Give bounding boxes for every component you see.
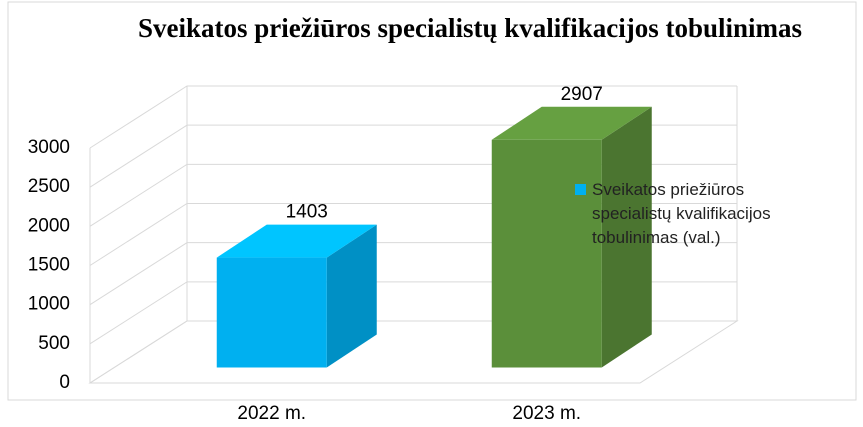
chart-frame [7,1,857,401]
legend-swatch [575,184,586,195]
bar [216,257,327,368]
bar-side [601,106,652,368]
data-label: 2907 [561,84,603,105]
x-tick-label: 2022 m. [237,403,306,424]
data-label: 1403 [286,202,328,223]
y-tick-label: 3000 [28,137,70,158]
y-tick-label: 2000 [28,215,70,236]
y-tick-label: 1500 [28,255,70,276]
grid-line [89,85,737,149]
bar [491,139,602,368]
y-tick-label: 0 [59,372,70,393]
y-tick-label: 2500 [28,176,70,197]
legend: Sveikatos priežiūros specialistų kvalifi… [575,178,825,250]
y-tick-label: 500 [38,333,70,354]
bar-side [326,224,377,368]
bar-top [216,224,377,258]
chart-title: Sveikatos priežiūros specialistų kvalifi… [137,13,803,43]
legend-label: Sveikatos priežiūros specialistų kvalifi… [592,180,771,247]
bar-top [491,106,652,140]
y-tick-label: 1000 [28,294,70,315]
x-tick-label: 2023 m. [512,403,581,424]
